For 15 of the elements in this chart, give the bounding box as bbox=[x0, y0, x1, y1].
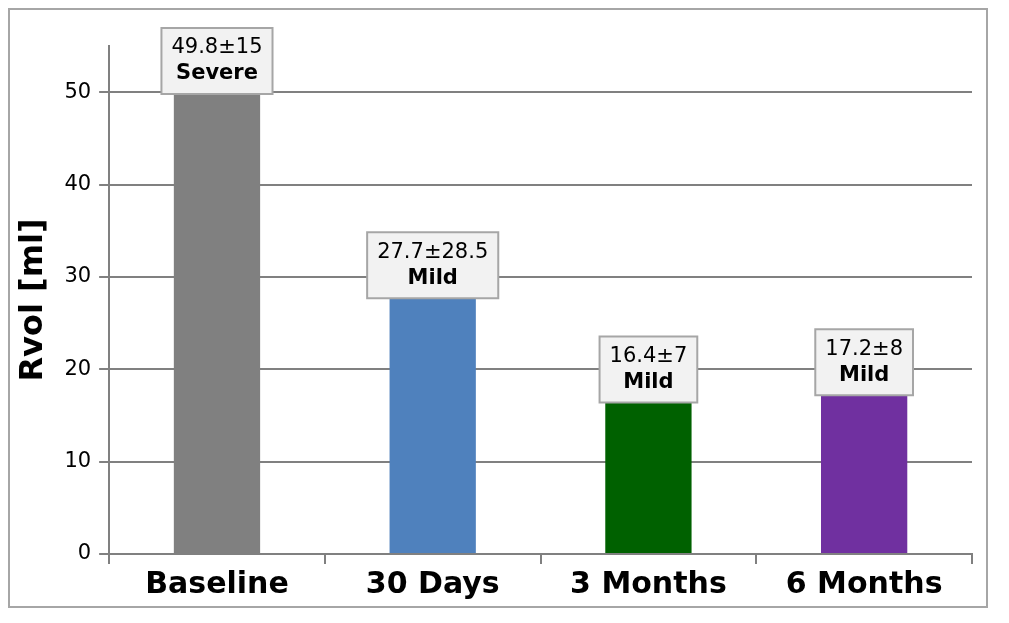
x-tick-label: 30 Days bbox=[365, 564, 500, 600]
data-label: 17.2±8 Mild bbox=[825, 335, 903, 386]
y-tick-label: 50 bbox=[64, 78, 92, 103]
y-tick-label: 10 bbox=[64, 448, 92, 473]
data-label: 27.7±28.5 Mild bbox=[377, 238, 489, 289]
data-label: 16.4±7 Mild bbox=[609, 342, 688, 393]
y-tick-label: 20 bbox=[64, 355, 92, 380]
x-tick-label: Baseline bbox=[145, 564, 289, 600]
y-axis-title: Rvol [ml] bbox=[11, 218, 50, 382]
y-tick-label: 40 bbox=[64, 171, 92, 195]
y-tick-label: 0 bbox=[77, 540, 92, 565]
x-tick-label: 6 Months bbox=[785, 564, 943, 600]
y-tick-label: 30 bbox=[64, 263, 92, 288]
data-label: 49.8±15 Severe bbox=[171, 34, 263, 85]
x-tick-label: 3 Months bbox=[570, 564, 727, 600]
